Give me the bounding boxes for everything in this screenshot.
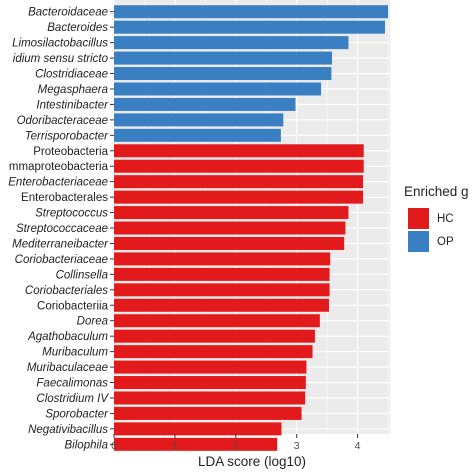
legend: Enriched g HC OP bbox=[404, 184, 469, 252]
bar-hc bbox=[114, 175, 364, 189]
category-label: Clostridiaceae bbox=[35, 69, 108, 81]
category-label: Odoribacteraceae bbox=[17, 115, 108, 127]
legend-key-op bbox=[408, 231, 429, 252]
category-label: Coriobacteriaceae bbox=[15, 254, 108, 266]
category-label: Muribaculum bbox=[42, 347, 108, 359]
category-label: Faecalimonas bbox=[36, 378, 108, 390]
bars bbox=[114, 5, 389, 451]
category-label: Mediterraneibacter bbox=[12, 238, 109, 250]
category-label: Bacteroides bbox=[47, 22, 108, 34]
category-label: Enterobacteriaceae bbox=[8, 177, 108, 189]
category-label: Proteobacteria bbox=[33, 146, 108, 158]
category-label: Intestinibacter bbox=[36, 99, 109, 111]
bar-op bbox=[114, 5, 389, 19]
legend-label-hc: HC bbox=[437, 213, 454, 225]
bar-hc bbox=[114, 236, 345, 250]
category-label: Sporobacter bbox=[45, 408, 109, 420]
category-label: mmaproteobacteria bbox=[9, 161, 109, 173]
bar-hc bbox=[114, 221, 346, 235]
category-label: Negativibacillus bbox=[28, 424, 108, 436]
x-tick-label: 1 bbox=[172, 440, 178, 452]
bar-hc bbox=[114, 314, 320, 328]
bar-hc bbox=[114, 144, 364, 158]
bar-hc bbox=[114, 283, 330, 297]
bar-op bbox=[114, 82, 322, 96]
category-label: Limosilactobacillus bbox=[12, 38, 108, 50]
x-tick-label: 4 bbox=[355, 440, 361, 452]
category-label: Coriobacteriales bbox=[25, 285, 108, 297]
bar-op bbox=[114, 36, 349, 50]
bar-hc bbox=[114, 422, 282, 436]
category-label: Bacteroidaceae bbox=[28, 7, 108, 19]
category-label: Terrisporobacter bbox=[25, 130, 109, 142]
x-tick-label: 0 bbox=[111, 440, 117, 452]
bar-hc bbox=[114, 437, 278, 451]
x-axis-title: LDA score (log10) bbox=[198, 454, 306, 469]
legend-label-op: OP bbox=[437, 236, 454, 248]
bar-op bbox=[114, 113, 284, 127]
bar-hc bbox=[114, 252, 331, 266]
legend-key-hc bbox=[408, 208, 429, 229]
category-labels: Bacteroidaceae Bacteroides Limosilactobaci… bbox=[8, 7, 114, 451]
bar-hc bbox=[114, 190, 364, 204]
bar-hc bbox=[114, 345, 313, 359]
bar-hc bbox=[114, 298, 329, 312]
bar-hc bbox=[114, 360, 307, 374]
category-label: Collinsella bbox=[56, 269, 108, 281]
bar-hc bbox=[114, 267, 330, 281]
category-label: idium sensu stricto bbox=[13, 53, 109, 65]
category-label: Muribaculaceae bbox=[27, 362, 108, 374]
category-label: Streptococcus bbox=[35, 208, 108, 220]
bar-hc bbox=[114, 206, 349, 220]
bar-hc bbox=[114, 391, 306, 405]
bar-op bbox=[114, 67, 332, 81]
bar-op bbox=[114, 128, 281, 142]
x-axis: 0 1 2 3 4 bbox=[111, 434, 361, 452]
category-label: Enterobacterales bbox=[21, 192, 108, 204]
bar-hc bbox=[114, 159, 364, 173]
bar-op bbox=[114, 51, 333, 65]
bar-hc bbox=[114, 406, 302, 420]
bar-op bbox=[114, 97, 296, 111]
category-label: Dorea bbox=[77, 316, 108, 328]
category-label: Agathobaculum bbox=[27, 331, 108, 343]
bar-hc bbox=[114, 376, 306, 390]
category-label: Clostridium IV bbox=[36, 393, 109, 405]
category-label: Bilophila bbox=[65, 439, 108, 451]
category-label: Streptococcaceae bbox=[16, 223, 108, 235]
legend-title: Enriched g bbox=[404, 184, 469, 199]
x-tick-label: 2 bbox=[233, 440, 239, 452]
bar-op bbox=[114, 20, 386, 34]
category-label: Coriobacteriia bbox=[37, 300, 109, 312]
x-tick-label: 3 bbox=[294, 440, 300, 452]
category-label: Megasphaera bbox=[38, 84, 108, 96]
bar-hc bbox=[114, 329, 315, 343]
